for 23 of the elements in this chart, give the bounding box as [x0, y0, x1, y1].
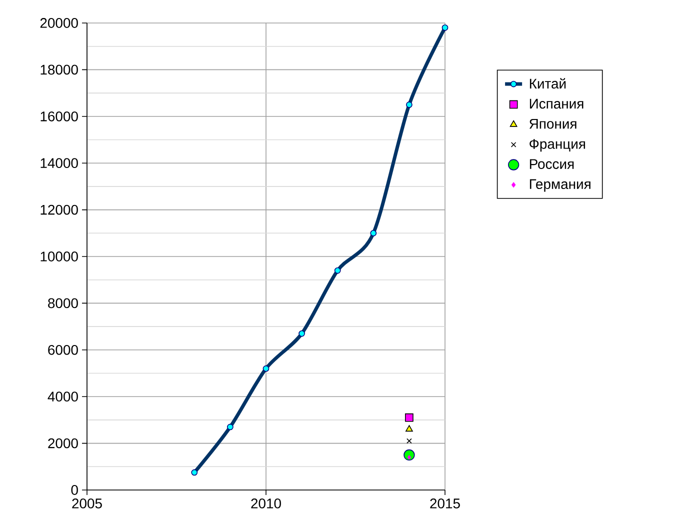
legend-label: Китай [530, 78, 566, 89]
y-tick-label: 2000 [48, 438, 78, 448]
y-tick-label: 16000 [40, 111, 78, 122]
legend-label: Испания [530, 98, 584, 109]
point [405, 413, 414, 422]
y-tick-label: 12000 [40, 204, 78, 215]
y-tick-label: 6000 [48, 344, 78, 355]
legend-label: Россия [530, 159, 574, 169]
legend-label: Япония [529, 119, 576, 129]
point [406, 438, 412, 444]
x-tick-label: 2005 [72, 498, 102, 508]
legend-label: Франция [530, 139, 586, 152]
y-tick-label: 10000 [40, 252, 78, 262]
legend-label: Германия [530, 179, 590, 192]
y-tick-label: 18000 [40, 64, 78, 75]
x-tick-label: 2015 [430, 498, 460, 508]
y-tick-label: 0 [71, 485, 78, 495]
y-tick-label: 8000 [48, 298, 78, 308]
y-tick-label: 20000 [40, 18, 78, 28]
point [406, 425, 413, 432]
x-tick-label: 2010 [251, 498, 281, 508]
y-tick-label: 4000 [48, 392, 78, 402]
y-tick-label: 14000 [40, 158, 78, 168]
